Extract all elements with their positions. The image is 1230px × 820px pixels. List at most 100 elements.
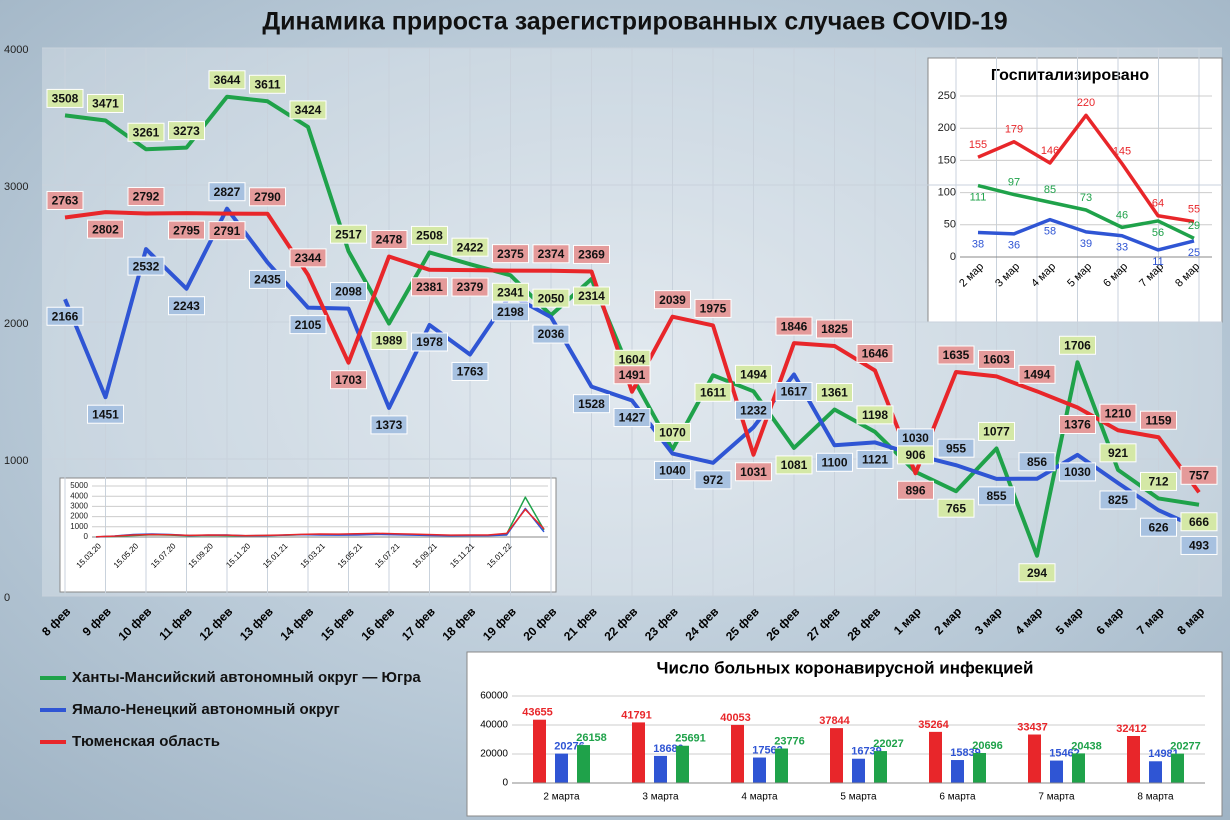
value-label: 2375 (497, 247, 524, 261)
value-label-box (46, 190, 84, 210)
value-label-box (249, 269, 286, 289)
value-label: 1763 (457, 365, 484, 379)
value-label: 1427 (619, 411, 646, 425)
value-label: 1825 (821, 322, 848, 336)
value-label: 1121 (862, 453, 888, 467)
value-label: 3273 (173, 124, 200, 138)
value-label-box (613, 408, 651, 428)
bar (852, 758, 865, 783)
value-label-box (532, 324, 570, 344)
value-label-box (1059, 335, 1096, 355)
value-label-box (937, 345, 975, 365)
value-label-box (1140, 471, 1177, 491)
value-label: 26158 (576, 732, 607, 744)
value-label-box (654, 461, 691, 481)
value-label-box (168, 296, 205, 316)
value-label-box (249, 74, 286, 94)
value-label: 1617 (781, 385, 808, 399)
value-label: 58 (1044, 226, 1056, 238)
value-label-box (775, 381, 813, 401)
bar (1050, 760, 1063, 783)
value-label: 666 (1189, 515, 1209, 529)
series-line (95, 508, 545, 538)
value-label-box (411, 225, 448, 245)
value-label: 3261 (133, 125, 160, 139)
value-label-box (330, 370, 367, 390)
value-label: 155 (969, 139, 987, 151)
value-label-box (411, 277, 448, 297)
value-label: 11 (1152, 256, 1163, 268)
value-label: 20696 (972, 740, 1003, 752)
value-label: 56 (1152, 227, 1164, 239)
value-label: 1040 (659, 464, 686, 478)
value-label: 73 (1080, 192, 1092, 204)
value-label-box (532, 244, 570, 264)
value-label-box (735, 364, 772, 384)
series-line (63, 206, 1200, 531)
value-label-box (46, 306, 84, 326)
value-label: 3471 (92, 97, 119, 111)
value-label: 2517 (335, 227, 362, 241)
value-label: 38 (972, 238, 984, 250)
value-label: 2036 (538, 327, 565, 341)
series-line (977, 113, 1195, 224)
chart-title: Динамика прироста зарегистрированных слу… (262, 8, 1007, 36)
x-tick-label: 5 марта (840, 792, 877, 803)
value-label-box (370, 331, 408, 351)
value-label: 493 (1189, 539, 1209, 553)
y-tick-label: 20000 (480, 749, 508, 760)
bar (632, 722, 645, 783)
value-label: 1494 (740, 367, 767, 381)
value-label: 1846 (781, 319, 808, 333)
value-label: 2435 (254, 273, 281, 287)
bar (929, 731, 942, 783)
value-label: 2314 (578, 289, 605, 303)
value-label: 22027 (873, 738, 904, 750)
value-label-box (1180, 512, 1218, 532)
value-label: 2795 (173, 223, 200, 237)
value-label: 29 (1188, 220, 1200, 232)
y-tick-label: 50 (944, 219, 956, 231)
value-label: 3508 (52, 92, 79, 106)
y-tick-label: 3000 (70, 502, 88, 511)
series-line (977, 217, 1195, 252)
value-label: 2790 (254, 190, 281, 204)
value-label-box (573, 244, 610, 264)
y-tick-label: 0 (84, 532, 89, 541)
value-label: 765 (946, 501, 966, 515)
bar (577, 745, 590, 783)
value-label: 1528 (578, 397, 605, 411)
bar (951, 760, 964, 783)
value-label: 906 (905, 448, 925, 462)
value-label: 85 (1044, 184, 1056, 196)
bar (973, 752, 986, 783)
value-label-box (816, 452, 853, 472)
bar (1072, 753, 1085, 783)
value-label: 2508 (416, 229, 443, 243)
value-label-box (775, 316, 813, 336)
value-label-box (87, 404, 124, 424)
value-label-box (411, 332, 448, 352)
value-label: 2381 (416, 280, 443, 294)
value-label-box (168, 220, 205, 240)
bar (1171, 753, 1184, 783)
value-label: 2802 (92, 222, 119, 236)
value-label: 1376 (1064, 418, 1091, 432)
value-label: 2243 (173, 299, 200, 313)
x-tick-label: 8 марта (1137, 792, 1174, 803)
value-label: 2341 (497, 285, 524, 299)
bar (775, 748, 788, 783)
inset-hospital (927, 57, 1223, 323)
y-tick-label: 40000 (480, 720, 508, 731)
value-label: 2763 (52, 194, 79, 208)
x-tick-label: 6 марта (939, 792, 976, 803)
value-label-box (856, 405, 894, 425)
value-label-box (451, 361, 489, 381)
value-label: 294 (1027, 566, 1047, 580)
value-label-box (208, 221, 246, 241)
value-label-box (127, 122, 165, 142)
value-label: 111 (970, 191, 987, 203)
value-label: 1031 (740, 465, 767, 479)
bar (555, 753, 568, 783)
value-label-box (492, 302, 529, 322)
